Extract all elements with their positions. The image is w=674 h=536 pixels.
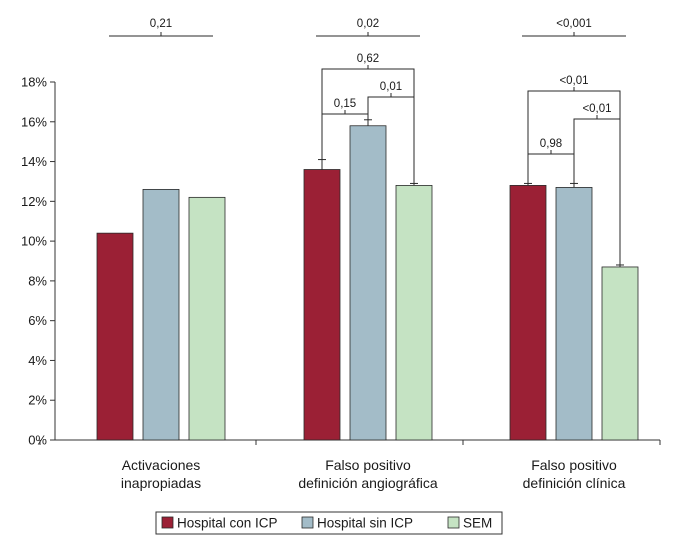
legend-swatch [301, 516, 314, 529]
x-category-label: Activaciones inapropiadas [121, 457, 201, 491]
comparison-p-value: <0,01 [582, 103, 611, 115]
x-category-label-line: inapropiadas [121, 475, 201, 491]
comparison-p-value: 0,62 [357, 53, 379, 65]
chart-bars [96, 119, 639, 441]
bar [96, 232, 134, 441]
bar [349, 125, 387, 441]
y-tick-label: 0% [28, 433, 47, 448]
legend-box [155, 511, 503, 535]
comparison-p-value: 0,98 [540, 138, 562, 150]
bar [555, 187, 593, 441]
legend-label: Hospital con ICP [177, 516, 278, 531]
overall-p-value: 0,21 [150, 18, 172, 30]
x-category-label: Falso positivo definición angiográfica [298, 457, 438, 491]
bar [509, 185, 547, 441]
x-category-label: Falso positivo definición clínica [523, 457, 626, 491]
overall-p-value: 0,02 [357, 18, 379, 30]
y-tick-label: 4% [28, 353, 47, 368]
comparison-p-value: <0,01 [559, 75, 588, 87]
y-tick-label: 12% [21, 194, 47, 209]
y-tick-label: 18% [21, 75, 47, 90]
bar [303, 169, 341, 441]
x-category-label-line: Activaciones [122, 457, 201, 473]
y-tick-label: 2% [28, 393, 47, 408]
chart-axes: 0% 2% 4% 6% 8% 10% 12% 14% 16% 18% Activaciones ina… [21, 75, 661, 491]
bar [188, 196, 226, 441]
chart-legend: Hospital con ICP Hospital sin ICP SEM [155, 511, 503, 535]
y-tick-label: 14% [21, 154, 47, 169]
comparison-p-value: 0,01 [380, 81, 402, 93]
y-tick-label: 6% [28, 313, 47, 328]
x-category-label-line: Falso positivo [325, 457, 411, 473]
y-tick-label: 8% [28, 273, 47, 288]
comparison-bracket [527, 153, 575, 184]
overall-p-value: <0,001 [556, 18, 592, 30]
x-category-label-line: Falso positivo [531, 457, 617, 473]
bar [142, 188, 180, 441]
bar [601, 266, 639, 441]
p-value-annotations: 0,21 0,02 <0,001 0,15 0,01 0,62 0,98 <0,01 <0,01 [109, 18, 626, 265]
x-category-label-line: definición angiográfica [298, 475, 438, 491]
comparison-p-value: 0,15 [334, 98, 356, 110]
legend-swatch [161, 516, 174, 529]
legend-swatch [447, 516, 460, 529]
legend-label: SEM [463, 516, 492, 531]
x-category-label-line: definición clínica [523, 475, 626, 491]
y-tick-label: 10% [21, 234, 47, 249]
bar [395, 185, 433, 441]
y-tick-label: 16% [21, 114, 47, 129]
legend-label: Hospital sin ICP [317, 516, 413, 531]
